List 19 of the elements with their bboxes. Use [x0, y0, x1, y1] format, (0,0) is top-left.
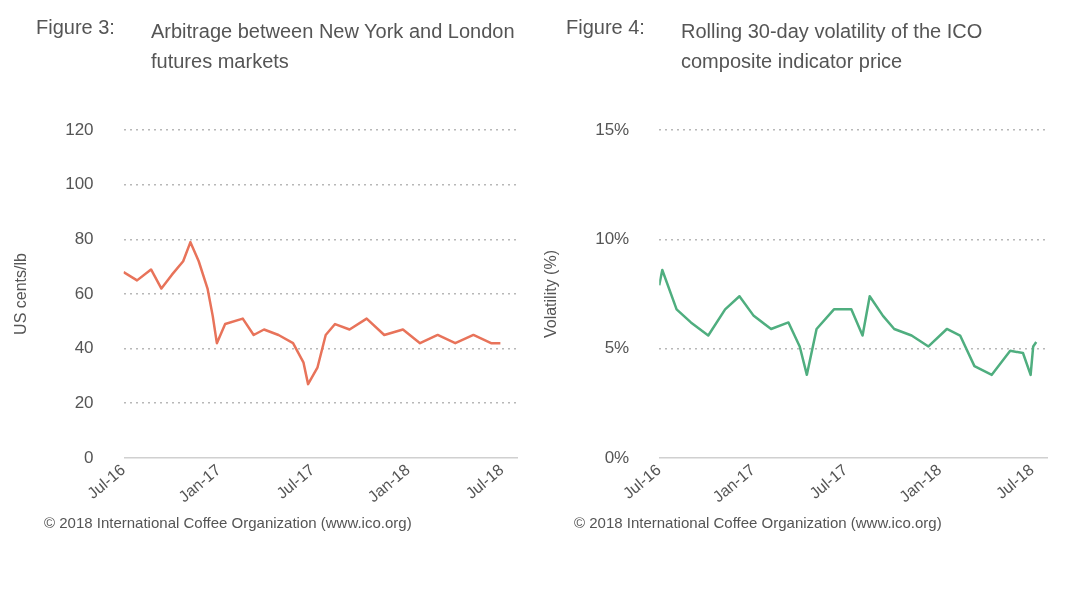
y-tick-label: 0% — [604, 447, 630, 467]
y-tick-label: 20 — [74, 392, 94, 412]
y-tick-label: 120 — [65, 119, 94, 139]
text: © 2018 International Coffee Organization (www.ico.org) — [573, 514, 943, 531]
y-tick-label: 40 — [74, 338, 94, 358]
chart-title: Figure 3: — [36, 16, 116, 40]
y-tick-label: 0 — [84, 447, 94, 467]
chart-subtitle: Rolling 30-day volatility of the ICO composite indicator price — [681, 19, 984, 74]
y-tick-label: 100 — [65, 174, 94, 194]
y-tick-label: 10% — [595, 229, 630, 249]
chart-subtitle: Arbitrage between New York and London futures markets — [151, 19, 516, 74]
y-axis-title: Volatility (%) — [542, 250, 560, 339]
y-axis-title: US cents/lb — [12, 253, 30, 335]
chart-title: Figure 4: — [566, 16, 646, 40]
text: © 2018 International Coffee Organization (www.ico.org) — [43, 514, 413, 531]
y-tick-label: 80 — [74, 229, 94, 249]
y-tick-label: 5% — [604, 338, 630, 358]
y-tick-label: 15% — [595, 119, 630, 139]
y-tick-label: 60 — [74, 283, 94, 303]
